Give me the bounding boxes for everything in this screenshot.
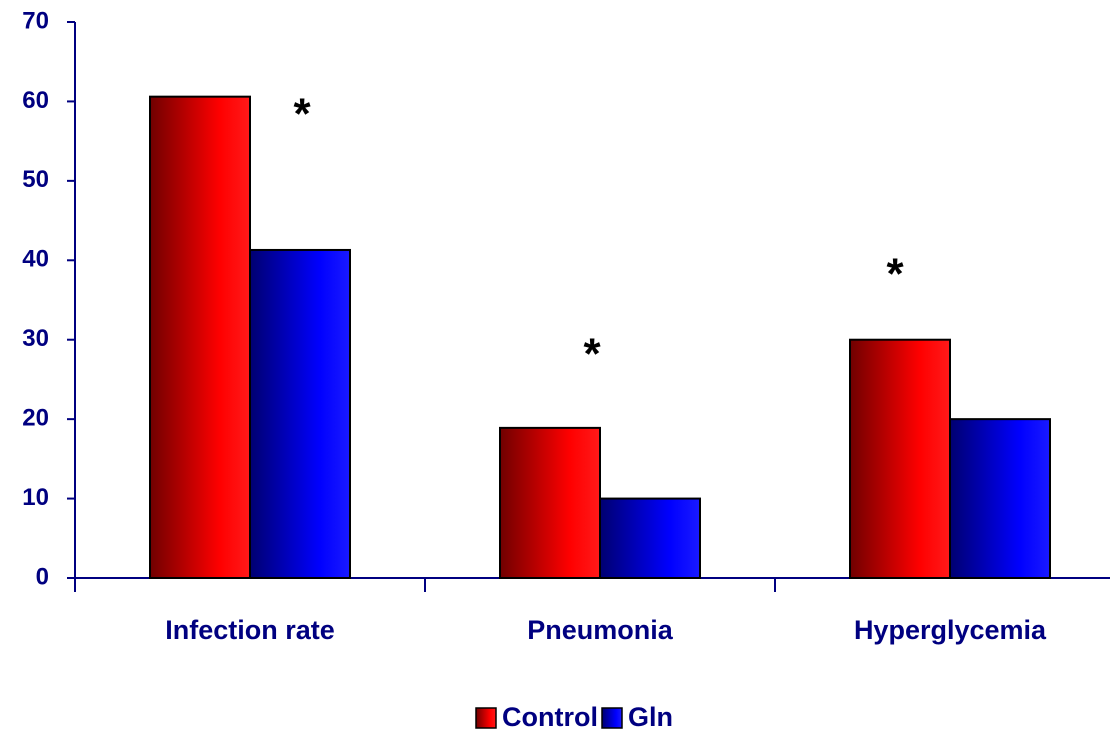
legend-swatch — [475, 707, 497, 729]
annotation: * — [293, 90, 311, 139]
bar — [249, 248, 351, 580]
y-tick-label: 40 — [22, 246, 49, 273]
annotation: * — [583, 330, 601, 379]
bar — [599, 497, 701, 580]
y-tick-label: 50 — [22, 166, 49, 193]
y-tick-label: 70 — [22, 7, 49, 34]
bar — [949, 418, 1051, 579]
y-tick-label: 30 — [22, 325, 49, 352]
legend-swatch — [601, 707, 623, 729]
y-tick-label: 0 — [36, 563, 49, 590]
legend-label: Control — [502, 702, 598, 732]
x-tick-label: Infection rate — [165, 615, 335, 645]
y-tick-label: 60 — [22, 87, 49, 114]
bar — [149, 95, 251, 579]
bar — [499, 426, 601, 579]
x-tick-label: Hyperglycemia — [854, 615, 1047, 645]
x-tick-label: Pneumonia — [527, 615, 674, 645]
annotation: * — [886, 250, 904, 299]
y-tick-label: 10 — [22, 484, 49, 511]
bar — [849, 338, 951, 580]
legend-label: Gln — [628, 702, 673, 732]
y-tick-label: 20 — [22, 404, 49, 431]
